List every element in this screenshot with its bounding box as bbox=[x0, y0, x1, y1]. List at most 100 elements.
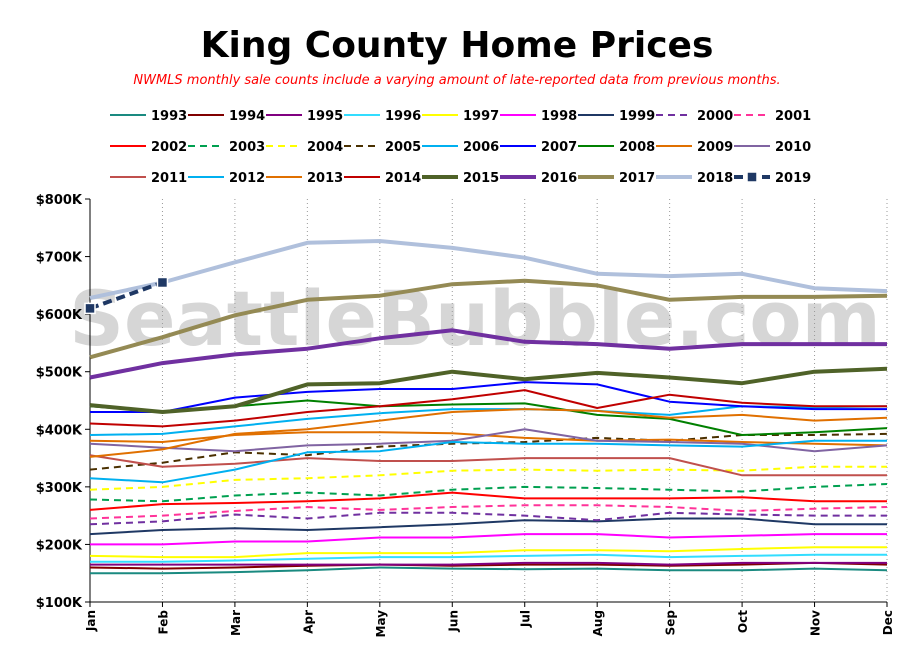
legend-item-2001: 2001 bbox=[734, 109, 811, 124]
series-layer bbox=[84, 239, 888, 575]
legend-label: 2019 bbox=[775, 171, 811, 186]
legend-item-2015: 2015 bbox=[422, 171, 499, 186]
series-1994 bbox=[89, 561, 888, 570]
series-line-2019 bbox=[89, 280, 164, 311]
x-tick-label: Aug bbox=[591, 610, 605, 636]
series-line-2014 bbox=[89, 389, 887, 428]
legend-label: 1995 bbox=[307, 109, 343, 124]
x-tick-label: Apr bbox=[301, 610, 315, 634]
legend-item-2005: 2005 bbox=[344, 140, 421, 155]
legend-label: 1998 bbox=[541, 109, 577, 124]
legend-label: 2001 bbox=[775, 109, 811, 124]
data-point-marker bbox=[156, 276, 169, 289]
legend-item-2008: 2008 bbox=[578, 140, 655, 155]
legend-label: 2005 bbox=[385, 140, 421, 155]
legend-item-2012: 2012 bbox=[188, 171, 265, 186]
series-2001 bbox=[89, 504, 888, 520]
legend-label: 2010 bbox=[775, 140, 811, 155]
legend-label: 2009 bbox=[697, 140, 733, 155]
legend-label: 2016 bbox=[541, 171, 577, 186]
legend-item-1997: 1997 bbox=[422, 109, 499, 124]
series-line-2001 bbox=[89, 504, 888, 520]
x-tick-label: Mar bbox=[229, 610, 243, 636]
y-tick-label: $300K bbox=[36, 481, 83, 496]
y-tick-label: $500K bbox=[36, 366, 83, 381]
chart-subtitle: NWMLS monthly sale counts include a vary… bbox=[133, 73, 780, 88]
series-line-2018 bbox=[89, 239, 888, 300]
series-line-2016 bbox=[89, 328, 887, 380]
series-1996 bbox=[90, 553, 887, 563]
legend-label: 2013 bbox=[307, 171, 343, 186]
x-tick-label: Jul bbox=[519, 610, 533, 628]
series-line-2004 bbox=[89, 465, 887, 491]
legend-item-2019: 2019 bbox=[734, 171, 811, 186]
legend-item-2007: 2007 bbox=[500, 140, 577, 155]
series-line-2000 bbox=[89, 511, 887, 526]
series-line-2015 bbox=[89, 366, 888, 414]
series-line-2003 bbox=[89, 483, 888, 503]
legend-label: 2011 bbox=[151, 171, 187, 186]
series-line-2007 bbox=[90, 381, 887, 413]
y-tick-label: $100K bbox=[36, 596, 83, 611]
series-line-1994 bbox=[89, 561, 888, 570]
series-1995 bbox=[90, 561, 887, 566]
y-tick-label: $200K bbox=[36, 538, 83, 553]
series-2018 bbox=[89, 239, 888, 300]
x-tick-label: Oct bbox=[736, 610, 750, 633]
series-line-1999 bbox=[89, 517, 887, 536]
legend-item-2006: 2006 bbox=[422, 140, 499, 155]
x-tick-label: Jun bbox=[446, 610, 460, 633]
legend-item-1993: 1993 bbox=[110, 109, 187, 124]
series-1999 bbox=[89, 517, 887, 536]
legend-label: 2008 bbox=[619, 140, 655, 155]
legend-label: 1997 bbox=[463, 109, 499, 124]
y-tick-label: $800K bbox=[36, 193, 83, 208]
watermark: SeattleBubble.com bbox=[69, 274, 881, 363]
legend-label: 2014 bbox=[385, 171, 421, 186]
series-2015 bbox=[89, 366, 888, 414]
x-tick-label: May bbox=[374, 610, 388, 638]
series-line-2013 bbox=[89, 408, 888, 458]
legend-item-2018: 2018 bbox=[656, 171, 733, 186]
legend-item-1994: 1994 bbox=[188, 109, 265, 124]
series-2000 bbox=[89, 511, 887, 526]
series-2014 bbox=[89, 389, 887, 428]
legend-label: 2004 bbox=[307, 140, 343, 155]
legend-label: 2018 bbox=[697, 171, 733, 186]
x-tick-label: Feb bbox=[156, 610, 170, 635]
legend-label: 2017 bbox=[619, 171, 655, 186]
legend-label: 2002 bbox=[151, 140, 187, 155]
legend-label: 2003 bbox=[229, 140, 265, 155]
legend-label: 1994 bbox=[229, 109, 265, 124]
series-1993 bbox=[90, 566, 888, 575]
legend-item-2009: 2009 bbox=[656, 140, 733, 155]
series-line-1998 bbox=[90, 533, 887, 546]
x-tick-label: Sep bbox=[664, 610, 678, 636]
x-tick-label: Nov bbox=[809, 610, 823, 636]
legend-item-2011: 2011 bbox=[110, 171, 187, 186]
legend-label: 2012 bbox=[229, 171, 265, 186]
y-tick-label: $400K bbox=[36, 423, 83, 438]
legend-item-1999: 1999 bbox=[578, 109, 655, 124]
series-line-1997 bbox=[89, 546, 887, 559]
series-2013 bbox=[89, 408, 888, 458]
series-2016 bbox=[89, 328, 887, 380]
legend-item-1996: 1996 bbox=[344, 109, 421, 124]
series-2019 bbox=[84, 276, 169, 315]
legend-label: 1993 bbox=[151, 109, 187, 124]
legend-label: 2006 bbox=[463, 140, 499, 155]
series-line-2012 bbox=[89, 439, 887, 484]
legend-item-2016: 2016 bbox=[500, 171, 577, 186]
series-2004 bbox=[89, 465, 887, 491]
legend-label: 1996 bbox=[385, 109, 421, 124]
legend-marker bbox=[746, 171, 758, 183]
legend-label: 1999 bbox=[619, 109, 655, 124]
series-1998 bbox=[90, 533, 887, 546]
series-line-2017 bbox=[89, 278, 888, 360]
legend-item-2000: 2000 bbox=[656, 109, 733, 124]
axes: $100K $200K $300K $400K $500K $600K $700K $800K… bbox=[36, 193, 895, 638]
series-2007 bbox=[90, 381, 887, 413]
x-tick-label: Jan bbox=[84, 610, 98, 632]
series-1997 bbox=[89, 546, 887, 559]
